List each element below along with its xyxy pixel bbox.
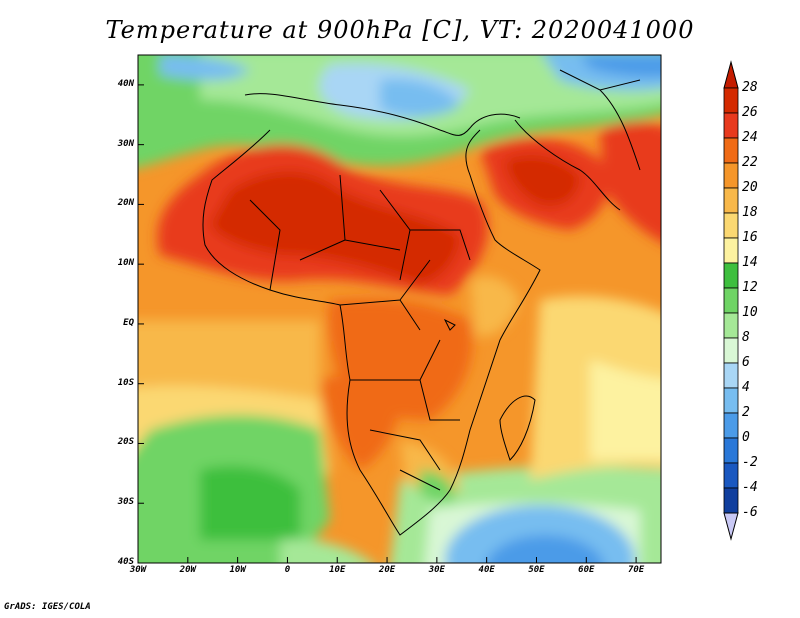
colorbar-cap-bottom xyxy=(723,512,739,541)
colorbar-swatch xyxy=(723,412,739,439)
colorbar-label: -2 xyxy=(742,455,758,470)
colorbar-swatch xyxy=(723,387,739,414)
colorbar-swatch xyxy=(723,287,739,314)
lon-label: 40E xyxy=(478,565,495,575)
lon-label: 20E xyxy=(378,565,396,575)
coastlines xyxy=(202,69,641,536)
colorbar-swatch xyxy=(723,112,739,139)
colorbar-swatch xyxy=(723,437,739,464)
colorbar-label: -6 xyxy=(742,505,758,520)
lat-label: 40S xyxy=(117,557,134,567)
colorbar-swatch xyxy=(723,237,739,264)
lon-label: 10W xyxy=(229,565,246,575)
colorbar-swatch xyxy=(723,312,739,339)
colorbar-label: 4 xyxy=(742,380,750,395)
lon-label: 30E xyxy=(428,565,445,575)
colorbar-label: 26 xyxy=(742,105,758,120)
colorbar-label: 24 xyxy=(742,130,758,145)
colorbar-label: 8 xyxy=(742,330,750,345)
lon-label: 20W xyxy=(179,565,196,575)
lon-label: 0 xyxy=(284,565,291,575)
colorbar-swatch xyxy=(723,487,739,514)
colorbar xyxy=(723,60,739,541)
map-frame xyxy=(137,54,662,564)
colorbar-label: 14 xyxy=(742,255,758,270)
lon-label: 50E xyxy=(528,565,545,575)
colorbar-label: 12 xyxy=(742,280,758,295)
colorbar-swatch xyxy=(723,362,739,389)
map-title: Temperature at 900hPa [C], VT: 202004100… xyxy=(105,16,695,44)
lat-label: 30S xyxy=(117,497,134,508)
grads-credit: GrADS: IGES/COLA xyxy=(4,602,91,612)
temperature-field xyxy=(138,55,661,563)
lon-label: 10E xyxy=(329,565,346,575)
colorbar-swatch xyxy=(723,462,739,489)
colorbar-label: 28 xyxy=(742,80,758,95)
axis-ticks xyxy=(137,84,637,564)
colorbar-label: 20 xyxy=(742,180,758,195)
colorbar-cap-top xyxy=(723,60,739,89)
colorbar-label: 6 xyxy=(742,355,750,370)
colorbar-swatch xyxy=(723,337,739,364)
colorbar-label: 18 xyxy=(742,205,758,220)
lat-label: EQ xyxy=(123,317,134,328)
lat-label: 20N xyxy=(117,198,134,209)
lat-label: 30N xyxy=(117,138,134,149)
lat-label: 20S xyxy=(117,437,134,448)
lat-label: 10S xyxy=(117,377,134,388)
colorbar-swatch xyxy=(723,87,739,114)
lon-label: 70E xyxy=(627,565,645,575)
colorbar-label: 22 xyxy=(742,155,758,170)
colorbar-swatch xyxy=(723,212,739,239)
colorbar-swatch xyxy=(723,137,739,164)
lon-label: 60E xyxy=(578,565,595,575)
colorbar-label: 0 xyxy=(742,430,750,445)
lat-label: 40N xyxy=(117,78,134,89)
colorbar-label: 10 xyxy=(742,305,758,320)
colorbar-label: 16 xyxy=(742,230,758,245)
colorbar-swatch xyxy=(723,187,739,214)
colorbar-swatch xyxy=(723,162,739,189)
lon-label: 30W xyxy=(129,565,147,575)
lat-label: 10N xyxy=(117,258,134,269)
colorbar-label: -4 xyxy=(742,480,758,495)
colorbar-swatch xyxy=(723,262,739,289)
colorbar-label: 2 xyxy=(742,405,750,420)
